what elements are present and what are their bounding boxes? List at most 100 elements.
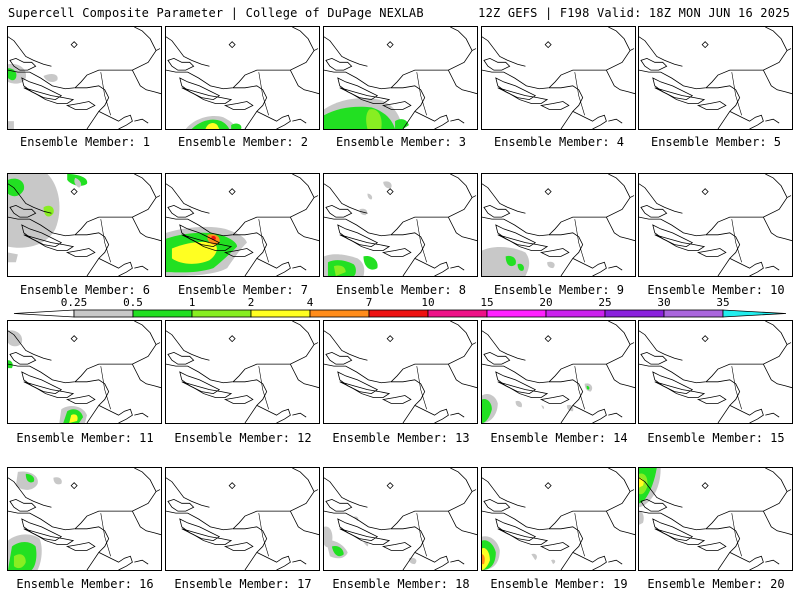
ensemble-member-label: Ensemble Member: 17 [174, 577, 312, 591]
scale-segment [250, 309, 311, 318]
basemap-outlines [166, 468, 319, 570]
scale-segment [486, 309, 547, 318]
ensemble-member-map [7, 320, 162, 424]
ensemble-member-label: Ensemble Member: 4 [493, 135, 625, 149]
basemap-outlines [8, 468, 161, 570]
ensemble-member-map [165, 320, 320, 424]
basemap-outlines [166, 27, 319, 129]
scale-segment [663, 309, 724, 318]
scp-contour-fill [541, 405, 545, 410]
ensemble-member-label: Ensemble Member: 9 [493, 283, 625, 297]
run-info: 12Z GEFS | F198 Valid: 18Z MON JUN 16 20… [478, 6, 790, 20]
basemap-outlines [324, 27, 477, 129]
ensemble-member-label: Ensemble Member: 18 [332, 577, 470, 591]
scp-contour-fill [231, 123, 242, 129]
ensemble-member-label: Ensemble Member: 16 [16, 577, 154, 591]
scale-tick-label: 0.25 [61, 296, 88, 309]
scp-contour-fill [205, 123, 220, 129]
scp-contour-fill [25, 473, 35, 483]
ensemble-member-map [481, 467, 636, 571]
scp-contour-fill [13, 554, 26, 569]
scale-tick-label: 35 [716, 296, 729, 309]
basemap-outlines [482, 27, 635, 129]
scale-segment [132, 309, 193, 318]
scp-contour-fill [551, 559, 556, 565]
scale-segment [309, 309, 370, 318]
scp-map-13 [324, 321, 477, 423]
ensemble-member-map [323, 173, 478, 277]
basemap-outlines [324, 174, 477, 276]
scale-tick-label: 25 [598, 296, 611, 309]
basemap-outlines [166, 174, 319, 276]
scp-contour-fill [43, 73, 58, 83]
ensemble-member-label: Ensemble Member: 1 [19, 135, 151, 149]
ensemble-member-label: Ensemble Member: 7 [177, 283, 309, 297]
scp-contour-fill [383, 181, 392, 189]
scp-map-11 [8, 321, 161, 423]
scp-contour-fill [515, 400, 523, 408]
scp-contour-fill [482, 398, 492, 423]
ensemble-member-label: Ensemble Member: 15 [647, 431, 785, 445]
scp-contour-fill [363, 542, 369, 547]
scale-tick-label: 0.5 [123, 296, 143, 309]
scp-map-1 [8, 27, 161, 129]
ensemble-member-map [7, 26, 162, 130]
scp-contour-fill [331, 545, 344, 557]
ensemble-member-label: Ensemble Member: 20 [647, 577, 785, 591]
basemap-outlines [639, 321, 792, 423]
scale-segment [191, 309, 252, 318]
ensemble-member-label: Ensemble Member: 14 [490, 431, 628, 445]
basemap-outlines [324, 321, 477, 423]
ensemble-member-map [7, 467, 162, 571]
ensemble-member-map [638, 467, 793, 571]
ensemble-member-label: Ensemble Member: 6 [19, 283, 151, 297]
ensemble-member-label: Ensemble Member: 19 [490, 577, 628, 591]
scale-segment [73, 309, 134, 318]
ensemble-member-map [481, 320, 636, 424]
scp-contour-fill [408, 557, 417, 565]
scp-contour-fill [363, 256, 378, 270]
scp-contour-fill [505, 255, 516, 267]
scp-map-10 [639, 174, 792, 276]
scp-map-9 [482, 174, 635, 276]
scp-contour-fill [367, 193, 373, 200]
map-title: Supercell Composite Parameter | College … [8, 6, 424, 20]
scp-contour-fill [547, 261, 555, 269]
scp-map-15 [639, 321, 792, 423]
basemap-outlines [482, 174, 635, 276]
ensemble-member-label: Ensemble Member: 2 [177, 135, 309, 149]
scp-contour-fill [482, 554, 485, 565]
scp-map-4 [482, 27, 635, 129]
ensemble-member-label: Ensemble Member: 13 [332, 431, 470, 445]
ensemble-member-map [7, 173, 162, 277]
color-scale-legend: 0.25 0.5 1 2 4 7 10 15 20 25 30 35 [13, 296, 787, 318]
basemap-outlines [8, 321, 161, 423]
basemap-outlines [8, 174, 161, 276]
scp-map-20 [639, 468, 792, 570]
scp-contour-fill [8, 178, 25, 197]
scp-contour-fill [43, 205, 54, 217]
scp-map-2 [166, 27, 319, 129]
scp-contour-fill [639, 511, 644, 525]
scale-tick-label: 1 [189, 296, 196, 309]
scale-tick-label: 15 [480, 296, 493, 309]
ensemble-member-map [481, 26, 636, 130]
scp-contour-fill [8, 121, 14, 129]
scp-contour-fill [517, 263, 524, 271]
scp-map-8 [324, 174, 477, 276]
scp-contour-fill [482, 548, 490, 570]
ensemble-member-label: Ensemble Member: 8 [335, 283, 467, 297]
scp-contour-fill [69, 414, 78, 423]
ensemble-member-map [165, 467, 320, 571]
scp-map-17 [166, 468, 319, 570]
basemap-outlines [639, 468, 792, 570]
scp-contour-fill [8, 252, 18, 263]
scp-contour-fill [74, 177, 82, 188]
basemap-outlines [639, 27, 792, 129]
scp-map-12 [166, 321, 319, 423]
scp-map-3 [324, 27, 477, 129]
scale-tick-label: 2 [248, 296, 255, 309]
scp-map-6 [8, 174, 161, 276]
scp-contour-fill [395, 119, 409, 129]
scale-segment [368, 309, 429, 318]
